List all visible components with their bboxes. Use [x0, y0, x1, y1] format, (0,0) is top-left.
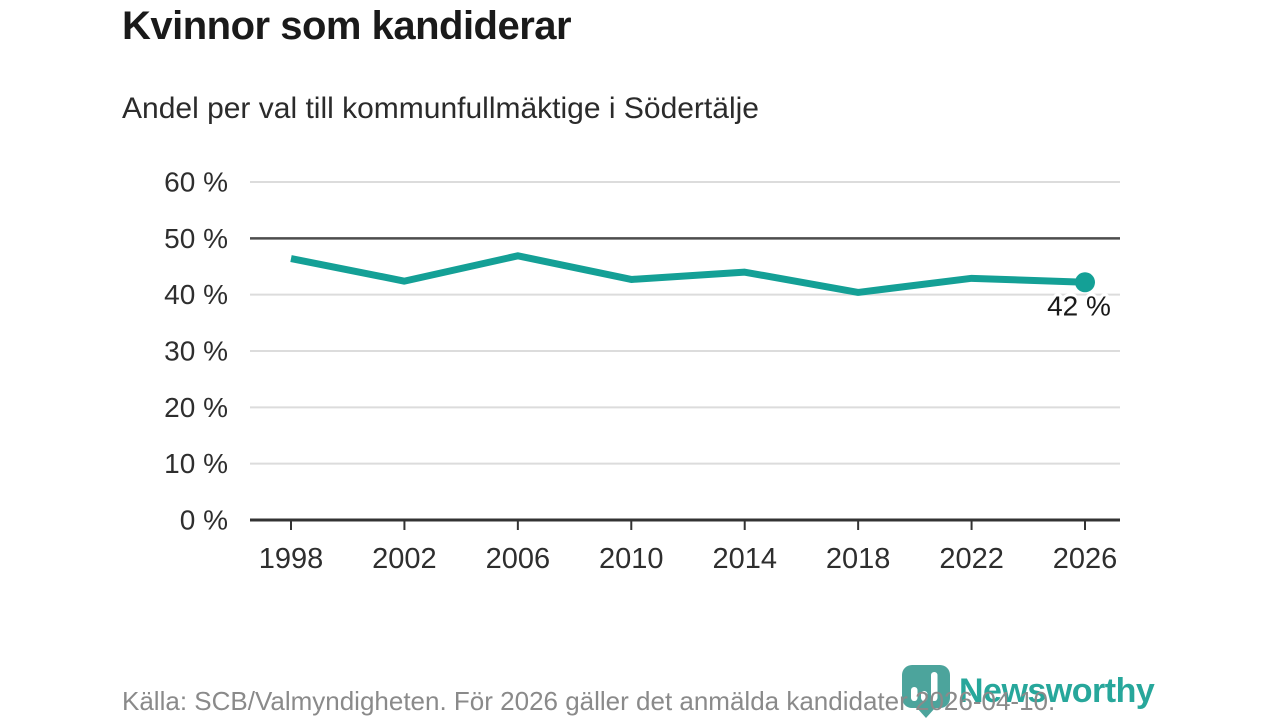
y-axis-tick-label: 20 % [164, 392, 228, 423]
y-axis-tick-label: 50 % [164, 223, 228, 254]
source-note: Källa: SCB/Valmyndigheten. För 2026 gäll… [122, 686, 1056, 716]
x-axis-tick-label: 1998 [259, 543, 324, 575]
x-axis-tick-label: 2022 [939, 543, 1004, 575]
newsworthy-wordmark: Newsworthy [959, 671, 1155, 710]
y-axis-tick-label: 30 % [164, 336, 228, 367]
data-line [290, 252, 1086, 296]
y-axis-tick-label: 60 % [164, 167, 228, 198]
last-value-label: 42 % [1047, 290, 1111, 321]
newsworthy-pin-icon [902, 665, 950, 718]
y-axis-tick-label: 40 % [164, 279, 228, 310]
x-axis-tick-label: 2006 [486, 543, 551, 575]
chart-subtitle: Andel per val till kommunfullmäktige i S… [122, 92, 759, 125]
bar-1 [911, 687, 918, 701]
bar-3 [931, 672, 938, 701]
x-axis-tick-label: 2002 [372, 543, 437, 575]
chart-title: Kvinnor som kandiderar [122, 4, 572, 48]
x-axis-tick-label: 2014 [712, 543, 777, 575]
data-point-last [1075, 272, 1095, 293]
y-axis-tick-label: 10 % [164, 448, 228, 479]
x-axis-tick-label: 2018 [826, 543, 891, 575]
newsworthy-logo: Newsworthy [901, 664, 1155, 718]
x-axis-tick-label: 2010 [599, 543, 664, 575]
bar-2 [921, 691, 928, 701]
x-axis-tick-label: 2026 [1053, 543, 1118, 575]
y-axis-tick-label: 0 % [180, 505, 228, 536]
